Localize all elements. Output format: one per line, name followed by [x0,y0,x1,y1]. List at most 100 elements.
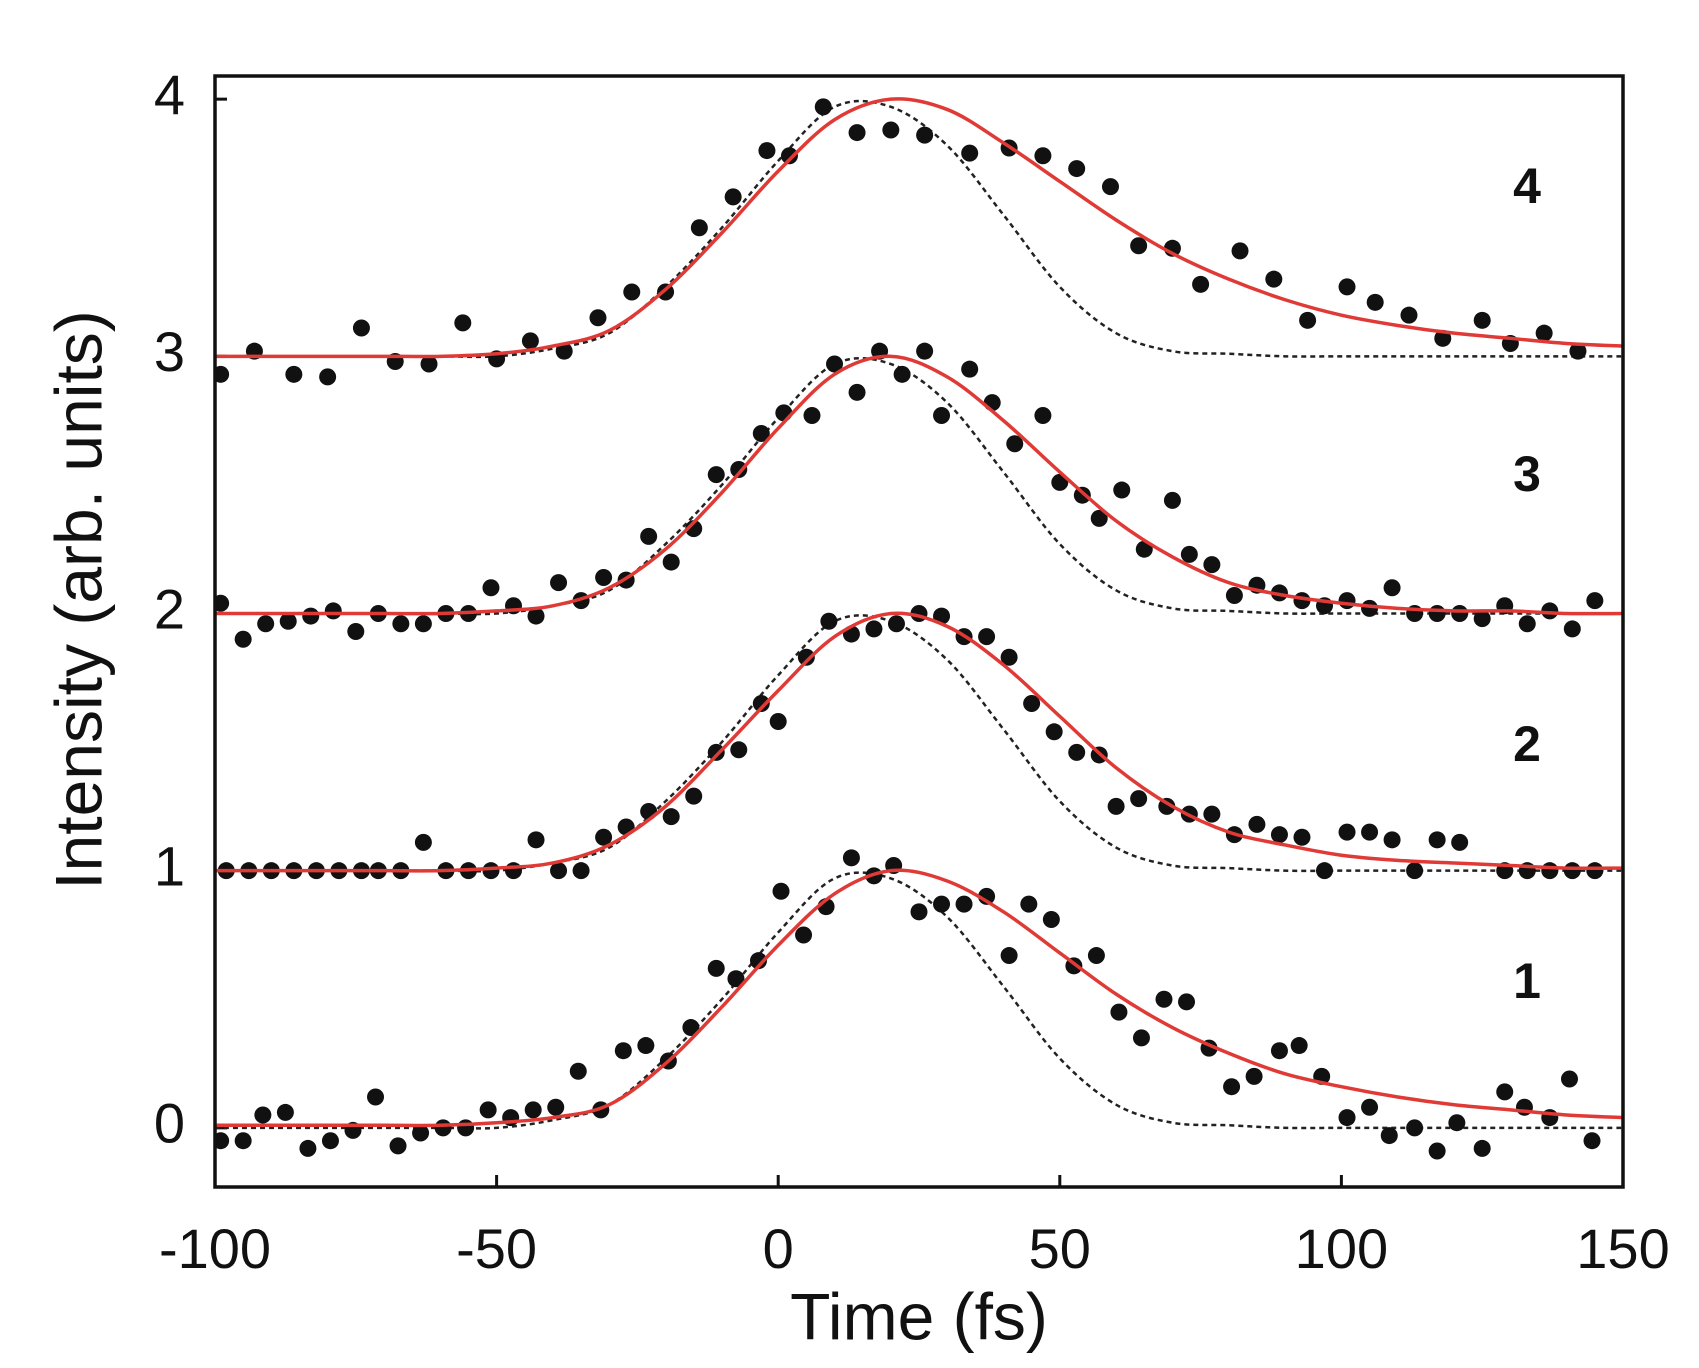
data-point [521,332,539,350]
data-point [1338,592,1356,610]
data-point [1473,610,1491,628]
data-point [352,319,370,337]
data-point [234,630,252,648]
data-point [772,882,790,900]
data-point [215,365,230,383]
data-point [1245,1067,1263,1085]
data-point [1130,237,1148,255]
data-point [1338,278,1356,296]
data-point [1248,815,1266,833]
data-point [1541,862,1559,880]
data-point [978,628,996,646]
data-point [321,1132,339,1150]
data-point [1068,160,1086,178]
data-point [1178,993,1196,1011]
data-point [1338,1109,1356,1127]
data-point [324,602,342,620]
data-point [1203,805,1221,823]
series-label: 2 [1513,716,1541,772]
data-point [690,219,708,237]
data-point [1361,823,1379,841]
data-point [550,862,568,880]
data-point [769,713,787,731]
y-tick-label: 4 [154,63,185,126]
data-point [662,553,680,571]
data-point [1563,620,1581,638]
data-point [724,188,742,206]
y-tick-label: 0 [154,1092,185,1155]
data-point [1586,862,1604,880]
data-point [527,607,545,625]
data-point [1110,1003,1128,1021]
data-point [319,368,337,386]
x-tick-label: -100 [159,1217,271,1280]
data-point [550,574,568,592]
data-point [482,579,500,597]
data-point [797,648,815,666]
data-point [848,124,866,142]
data-point [234,1132,252,1150]
data-point [1068,743,1086,761]
data-point [882,121,900,139]
data-point [285,365,303,383]
data-point [347,623,365,640]
data-point [1225,586,1243,604]
x-tick-label: 50 [1029,1217,1091,1280]
data-point [1290,1037,1308,1055]
y-tick-label: 1 [154,834,185,897]
data-point [685,787,703,805]
data-point [1518,615,1536,633]
data-point [392,615,410,633]
data-point [707,959,725,977]
data-point [983,394,1001,412]
data-point [1130,790,1148,808]
y-axis-label: Intensity (arb. units) [41,310,115,890]
data-point [482,862,500,880]
data-point [1180,545,1198,563]
data-point [727,970,745,988]
series-label: 1 [1513,953,1541,1009]
data-point [1270,1042,1288,1060]
plot-frame [213,74,1625,1189]
data-point [826,355,844,373]
data-point [1383,831,1401,849]
data-point [215,1132,230,1150]
data-point [524,1101,542,1119]
data-point [1020,895,1038,913]
data-point [961,144,979,162]
data-point [933,406,951,424]
data-point [1569,342,1587,360]
data-point [1383,579,1401,597]
reference-curve [215,357,1623,616]
data-point [527,831,545,849]
data-point [555,342,573,360]
data-point [614,1042,632,1060]
data-point [758,142,776,160]
data-point [640,527,658,545]
data-point [1535,324,1553,342]
data-point [1428,1142,1446,1160]
data-point [414,833,432,851]
data-point [814,98,832,116]
x-tick-label: 0 [763,1217,794,1280]
data-point [1428,831,1446,849]
data-point [842,849,860,867]
data-point [215,594,230,612]
data-point [1406,1119,1424,1137]
data-point [707,743,725,761]
x-tick-label: 150 [1576,1217,1669,1280]
data-point [414,615,432,633]
data-point [1231,242,1249,260]
y-tick-label: 2 [154,577,185,640]
data-point [1155,990,1173,1008]
data-point [752,695,770,713]
data-point [1496,1083,1514,1101]
data-point [1023,695,1041,713]
data-point [434,1119,452,1137]
data-point [1451,833,1469,851]
reference-curve [215,614,1623,873]
data-point [933,895,951,913]
data-point [1090,509,1108,527]
